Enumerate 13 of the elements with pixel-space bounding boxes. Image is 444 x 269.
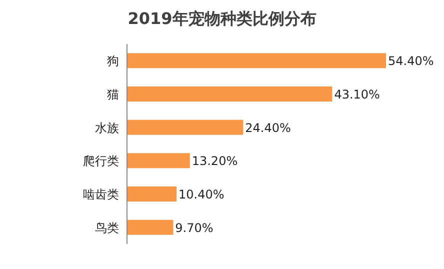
category: 狗 <box>107 54 119 68</box>
value-label: 24.40% <box>245 120 291 135</box>
value-label: 43.10% <box>334 88 380 102</box>
value-label: 9.70% <box>175 220 214 235</box>
category: 啮齿类 <box>83 188 119 202</box>
category: 鸟类 <box>95 220 119 235</box>
title: 2019年宠物种类比例分布 <box>128 9 316 28</box>
category: 猫 <box>107 88 119 102</box>
category: 水族 <box>95 120 119 135</box>
value-label: 13.20% <box>192 154 238 168</box>
value-label: 10.40% <box>178 188 224 202</box>
category: 爬行类 <box>83 154 119 168</box>
value-label: 54.40% <box>388 54 434 68</box>
